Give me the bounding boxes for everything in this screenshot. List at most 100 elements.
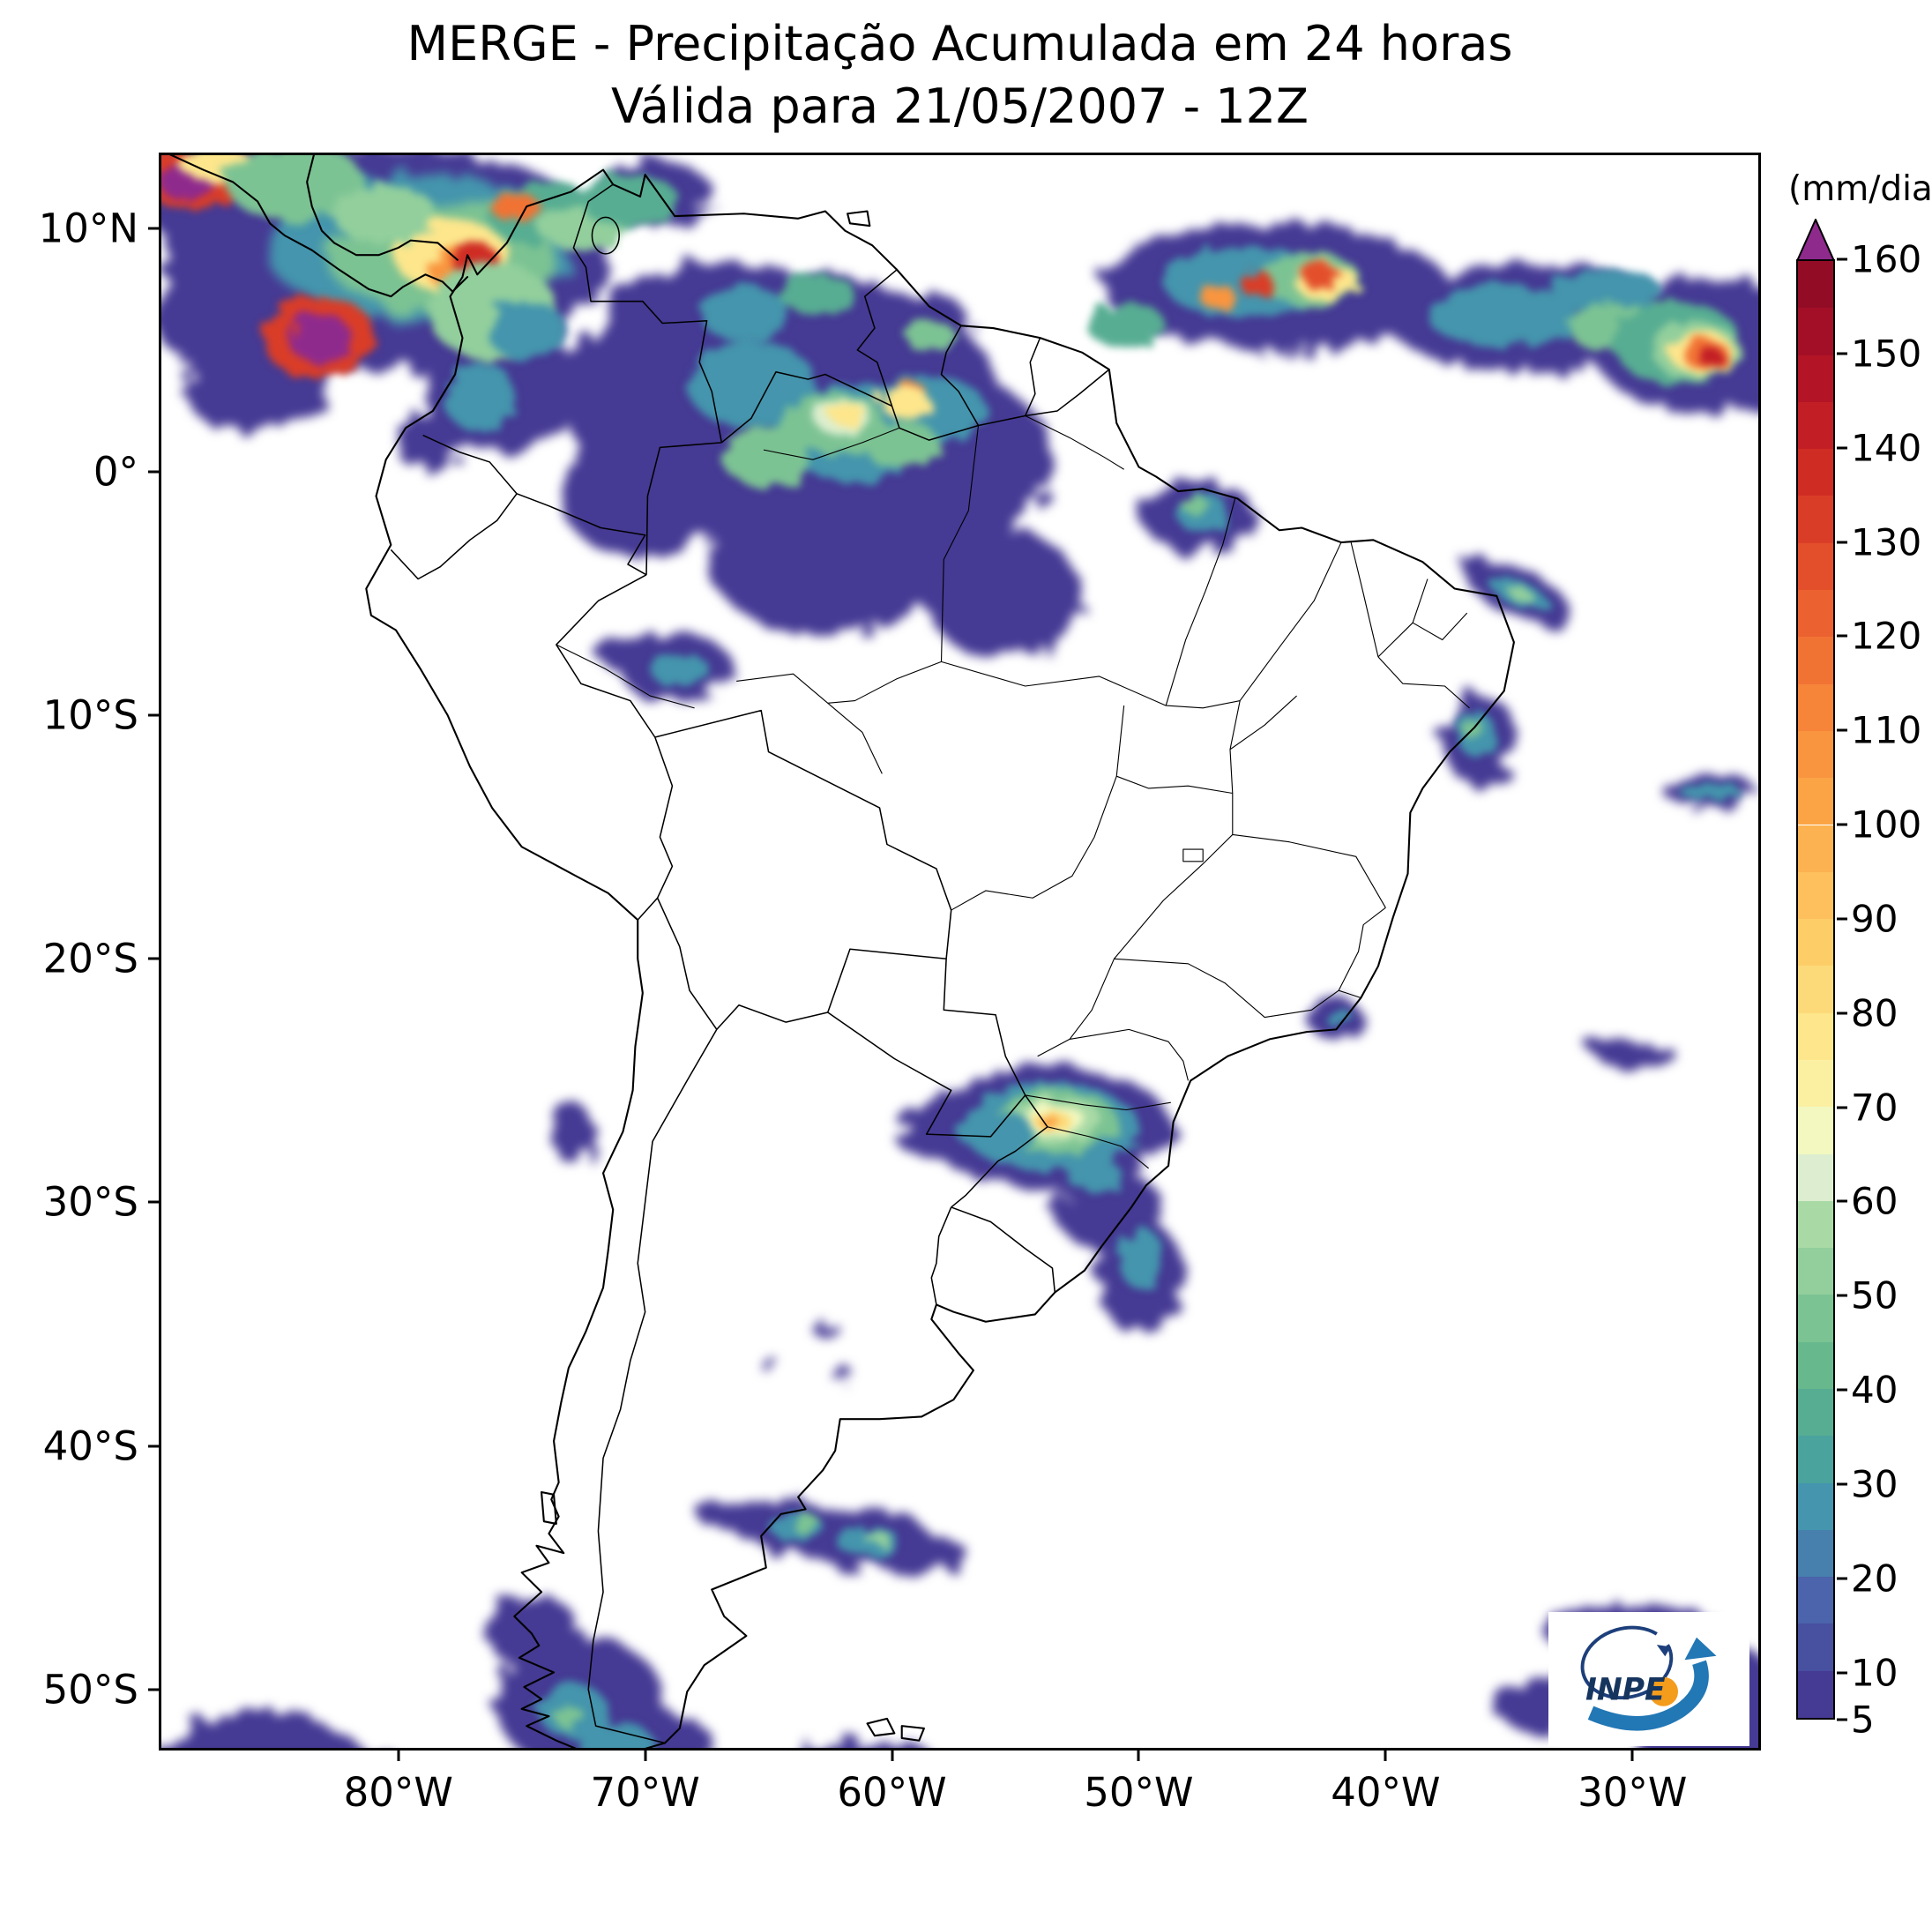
precipitation-cell [687, 340, 816, 429]
colorbar-segment [1798, 355, 1833, 402]
logo-orbit-arrowhead-icon [1656, 1645, 1671, 1657]
colorbar-tick-mark [1837, 1199, 1847, 1203]
colorbar-tick-label: 70 [1851, 1086, 1898, 1130]
colorbar-segment [1798, 1529, 1833, 1578]
colorbar-tick-label: 160 [1851, 237, 1922, 281]
precipitation-cell [815, 1323, 840, 1340]
precipitation-cell [833, 1370, 856, 1385]
central-america-coastline [169, 155, 469, 298]
precipitation-cell [1199, 284, 1236, 309]
precipitation-cell [780, 272, 855, 317]
precipitation-cell [595, 637, 641, 667]
colorbar-unit-label: (mm/dia) [1788, 169, 1932, 209]
precipitation-cell [1181, 496, 1211, 516]
y-axis-tick-mark [148, 1200, 161, 1204]
precipitation-cell [163, 1713, 362, 1748]
colorbar-tick-label: 10 [1851, 1651, 1898, 1695]
precipitation-cell [487, 301, 567, 360]
y-axis-tick-mark [148, 713, 161, 717]
logo-swoosh-arrowhead-icon [1684, 1637, 1717, 1661]
precipitation-cell [721, 428, 811, 487]
colorbar-tick-label: 120 [1851, 614, 1922, 658]
colorbar-tick-label: 140 [1851, 426, 1922, 470]
colorbar-tick-mark [1837, 1388, 1847, 1392]
colorbar-tick-mark [1837, 1011, 1847, 1015]
x-axis-tick-label: 40°W [1331, 1769, 1441, 1816]
x-axis-tick-mark [397, 1748, 400, 1761]
precipitation-cell [287, 313, 352, 362]
colorbar-segment [1798, 1200, 1833, 1249]
precipitation-cell [923, 530, 1083, 657]
y-axis-tick-label: 40°S [42, 1422, 138, 1470]
logo-orange-sphere-icon [1649, 1676, 1678, 1706]
colorbar-tick-mark [1837, 1106, 1847, 1109]
country-borders [390, 183, 1110, 1744]
precipitation-cell [1553, 269, 1662, 314]
precipitation-cell [706, 479, 954, 636]
colorbar-segment [1798, 1153, 1833, 1201]
precipitation-cell [1302, 265, 1341, 289]
colorbar-segment [1798, 683, 1833, 731]
precipitation-cell [555, 1101, 593, 1168]
precipitation-cell [758, 1355, 779, 1370]
colorbar-tick-mark [1837, 728, 1847, 732]
precipitation-cell [576, 1723, 655, 1748]
precipitation-cell [332, 184, 436, 243]
brazil-state-borders [556, 414, 1470, 1169]
colorbar-segment [1798, 871, 1833, 920]
logo-swoosh-arrow-icon [1587, 1660, 1709, 1731]
y-axis-tick-label: 10°S [42, 691, 138, 739]
precipitation-cell [443, 362, 518, 431]
colorbar-segment [1798, 1388, 1833, 1437]
precipitation-cell [490, 191, 538, 221]
colorbar-tick-mark [1837, 446, 1847, 450]
precipitation-cell [554, 1704, 584, 1728]
precipitation-cell [1427, 284, 1576, 348]
colorbar-segment [1798, 637, 1833, 684]
precipitation-cell [1067, 1158, 1122, 1193]
lake-maracaibo [591, 216, 620, 255]
precipitation-cell [1041, 1116, 1060, 1128]
colorbar-segment [1798, 825, 1833, 872]
precipitation-cell [1120, 1227, 1163, 1290]
colorbar-segment [1798, 1012, 1833, 1060]
colorbar-segment [1798, 919, 1833, 967]
colorbar-tick-mark [1837, 634, 1847, 638]
y-axis-tick-label: 0° [93, 448, 138, 496]
x-axis-tick-mark [1384, 1748, 1387, 1761]
colorbar-bar [1796, 259, 1835, 1720]
colorbar-tick-mark [1837, 1482, 1847, 1486]
precipitation-cell [1506, 585, 1537, 605]
logo-text: INPE [1585, 1672, 1666, 1707]
logo-orbit-icon [1580, 1625, 1674, 1700]
precipitation-cell [699, 287, 788, 340]
colorbar-segment [1798, 1482, 1833, 1530]
precipitation-cell [864, 421, 939, 470]
map-plot-area: INPE 80°W 70°W 60°W 50°W 40°W 30°W 10°N 0° 10°S 2… [39, 153, 1761, 1816]
colorbar-tick-mark [1837, 917, 1847, 921]
y-axis-tick-mark [148, 1444, 161, 1448]
colorbar-tick-mark [1837, 823, 1847, 826]
precipitation-cell [650, 652, 710, 686]
colorbar-tick-mark [1837, 1671, 1847, 1675]
colorbar-segment [1798, 1341, 1833, 1389]
colorbar: 160 150 140 130 120 110 100 90 80 70 60 50 40 30 20 10 5 [1796, 219, 1932, 1744]
colorbar-segment [1798, 1670, 1833, 1718]
title-line-1: MERGE - Precipitação Acumulada em 24 hor… [407, 16, 1513, 71]
colorbar-tick-mark [1837, 541, 1847, 544]
y-axis-tick-mark [148, 227, 161, 230]
x-axis-tick-label: 30°W [1578, 1769, 1688, 1816]
colorbar-segment [1798, 1436, 1833, 1483]
precipitation-cell [1324, 1007, 1353, 1027]
precipitation-cell [161, 277, 283, 365]
colorbar-segment [1798, 401, 1833, 450]
colorbar-tick-label: 50 [1851, 1273, 1898, 1318]
precipitation-cell [484, 1594, 579, 1668]
colorbar-tick-label: 90 [1851, 897, 1898, 941]
precipitation-cell [829, 400, 867, 426]
colorbar-tick-label: 30 [1851, 1462, 1898, 1506]
colorbar-tick-mark [1837, 1577, 1847, 1580]
precipitation-cell [1588, 1039, 1682, 1069]
colorbar-segment [1798, 1248, 1833, 1295]
